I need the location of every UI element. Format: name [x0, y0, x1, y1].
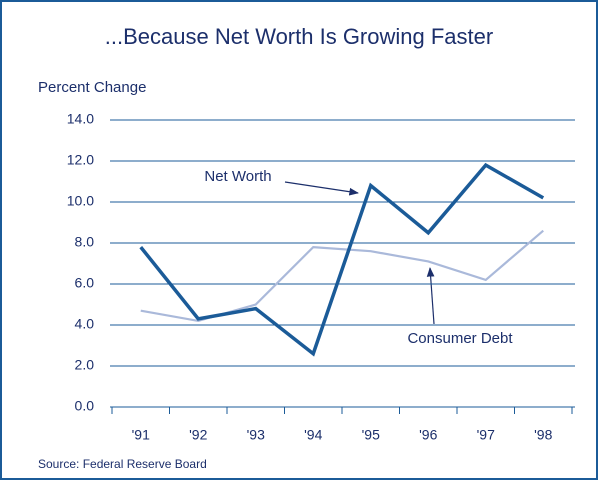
chart-title: ...Because Net Worth Is Growing Faster: [105, 24, 493, 49]
annotation-arrow: [284, 181, 359, 196]
x-tick-label: '92: [189, 427, 207, 443]
x-tick-label: '95: [362, 427, 380, 443]
x-tick-label: '98: [534, 427, 552, 443]
x-tick-label: '91: [132, 427, 150, 443]
x-tick-label: '96: [419, 427, 437, 443]
annotation: Net Worth: [204, 168, 271, 185]
line-series: [139, 162, 545, 357]
line-series: [140, 229, 544, 323]
annotation-arrow: [426, 267, 435, 325]
annotation: Consumer Debt: [407, 330, 513, 347]
x-tick-label: '97: [477, 427, 495, 443]
x-tick-label: '93: [247, 427, 265, 443]
y-tick-label: 14.0: [67, 111, 94, 127]
y-tick-label: 2.0: [75, 357, 95, 373]
y-tick-label: 12.0: [67, 152, 94, 168]
x-tick-label: '94: [304, 427, 322, 443]
y-tick-label: 10.0: [67, 193, 94, 209]
y-tick-label: 8.0: [75, 234, 95, 250]
source: Source: Federal Reserve Board: [38, 457, 207, 471]
y-tick-label: 0.0: [75, 398, 95, 414]
y-axis-label: Percent Change: [38, 79, 146, 96]
y-tick-label: 6.0: [75, 275, 95, 291]
y-tick-label: 4.0: [75, 316, 95, 332]
